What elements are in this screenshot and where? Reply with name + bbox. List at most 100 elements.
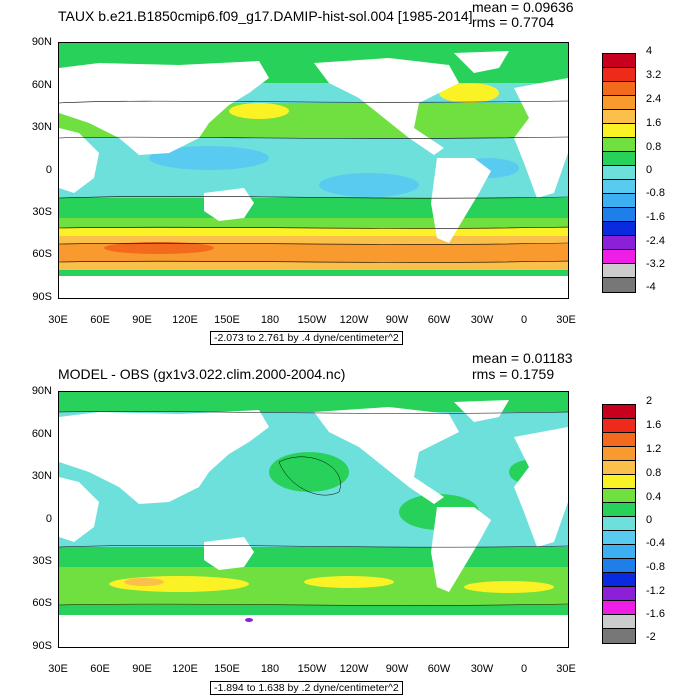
lat-label: 0 [45, 164, 52, 176]
lat-label: 90N [31, 36, 52, 48]
colorbar-label: 2 [646, 395, 653, 407]
mean-value: mean = 0.01183 [472, 350, 573, 366]
panel-title: TAUX b.e21.B1850cmip6.f09_g17.DAMIP-hist… [58, 8, 473, 24]
lon-label: 180 [260, 663, 280, 675]
lon-label: 60W [427, 663, 451, 675]
colorbar-swatch [603, 124, 635, 138]
colorbar-swatch [603, 208, 635, 222]
lon-label: 150W [297, 314, 327, 326]
colorbar-label: 0.8 [646, 141, 662, 153]
lat-label: 90S [32, 640, 52, 652]
lat-label: 60S [32, 597, 52, 609]
colorbar [602, 53, 636, 293]
lat-label: 30N [31, 470, 52, 482]
lon-label: 90W [385, 663, 409, 675]
colorbar-swatch [603, 475, 635, 489]
lat-label: 90S [32, 291, 52, 303]
lon-label: 180 [260, 314, 280, 326]
colorbar-swatch [603, 82, 635, 96]
lon-label: 60E [90, 314, 110, 326]
colorbar-swatch [603, 166, 635, 180]
colorbar-swatch [603, 278, 635, 292]
lat-label: 30S [32, 206, 52, 218]
colorbar-label: -0.4 [646, 537, 665, 549]
colorbar-swatch [603, 601, 635, 615]
colorbar-swatch [603, 96, 635, 110]
lon-label: 150E [214, 314, 240, 326]
lat-label: 60N [31, 428, 52, 440]
colorbar-label: 0.8 [646, 467, 662, 479]
colorbar-label: -1.6 [646, 608, 665, 620]
colorbar-label: 1.6 [646, 419, 662, 431]
colorbar-swatch [603, 433, 635, 447]
colorbar-swatch [603, 250, 635, 264]
colorbar-swatch [603, 587, 635, 601]
colorbar-label: 0 [646, 514, 653, 526]
lon-label: 120E [172, 663, 198, 675]
lon-label: 150W [297, 663, 327, 675]
colorbar-swatch [603, 461, 635, 475]
lon-label: 90W [385, 314, 409, 326]
colorbar-swatch [603, 629, 635, 643]
lon-label: 30E [556, 663, 576, 675]
rms-value: rms = 0.7704 [472, 14, 555, 30]
colorbar-label: -1.2 [646, 585, 665, 597]
lon-label: 60E [90, 663, 110, 675]
lon-label: 0 [520, 314, 528, 326]
lon-label: 30E [48, 314, 68, 326]
colorbar-label: 1.2 [646, 443, 662, 455]
map-plot-diff [58, 391, 569, 648]
lat-label: 90N [31, 385, 52, 397]
lon-label: 120W [339, 314, 369, 326]
colorbar-label: 2.4 [646, 93, 662, 105]
lon-label: 30E [48, 663, 68, 675]
colorbar-label: 4 [646, 45, 653, 57]
colorbar-label: -2.4 [646, 235, 665, 247]
colorbar-label: -2 [646, 631, 656, 643]
colorbar-label: -0.8 [646, 561, 665, 573]
mean-value: mean = 0.09636 [472, 0, 574, 15]
colorbar-swatch [603, 152, 635, 166]
colorbar-swatch [603, 180, 635, 194]
colorbar-label: 0.4 [646, 491, 662, 503]
lon-label: 0 [520, 663, 528, 675]
colorbar-swatch [603, 447, 635, 461]
lon-label: 90E [132, 314, 152, 326]
lon-label: 30W [470, 314, 494, 326]
colorbar-label: 1.6 [646, 117, 662, 129]
colorbar-swatch [603, 573, 635, 587]
panel-taux: TAUX b.e21.B1850cmip6.f09_g17.DAMIP-hist… [31, 0, 665, 345]
colorbar-swatch [603, 545, 635, 559]
colorbar-swatch [603, 559, 635, 573]
panel-model-minus-obs: MODEL - OBS (gx1v3.022.clim.2000-2004.nc… [0, 350, 700, 700]
map-plot-taux [58, 42, 569, 299]
colorbar-label: -4 [646, 281, 656, 293]
lon-label: 60W [427, 314, 451, 326]
panel-title: MODEL - OBS (gx1v3.022.clim.2000-2004.nc… [58, 366, 346, 382]
colorbar-swatch [603, 68, 635, 82]
colorbar-swatch [603, 138, 635, 152]
colorbar-swatch [603, 405, 635, 419]
colorbar-label: -0.8 [646, 187, 665, 199]
colorbar-swatch [603, 110, 635, 124]
colorbar-swatch [603, 517, 635, 531]
colorbar-swatch [603, 54, 635, 68]
lat-label: 30N [31, 121, 52, 133]
lon-label: 30E [556, 314, 576, 326]
lat-label: 30S [32, 555, 52, 567]
colorbar-swatch [603, 194, 635, 208]
lon-label: 120W [339, 663, 369, 675]
colorbar-label: -3.2 [646, 258, 665, 270]
lat-label: 0 [45, 513, 52, 525]
colorbar-label: -1.6 [646, 211, 665, 223]
colorbar-label: 0 [646, 164, 653, 176]
contour-range-label: -2.073 to 2.761 by .4 dyne/centimeter^2 [210, 331, 403, 345]
colorbar-swatch [603, 236, 635, 250]
lon-label: 30W [470, 663, 494, 675]
lat-label: 60N [31, 79, 52, 91]
lon-label: 150E [214, 663, 240, 675]
lon-label: 120E [172, 314, 198, 326]
colorbar-swatch [603, 419, 635, 433]
lon-label: 90E [132, 663, 152, 675]
colorbar-swatch [603, 615, 635, 629]
